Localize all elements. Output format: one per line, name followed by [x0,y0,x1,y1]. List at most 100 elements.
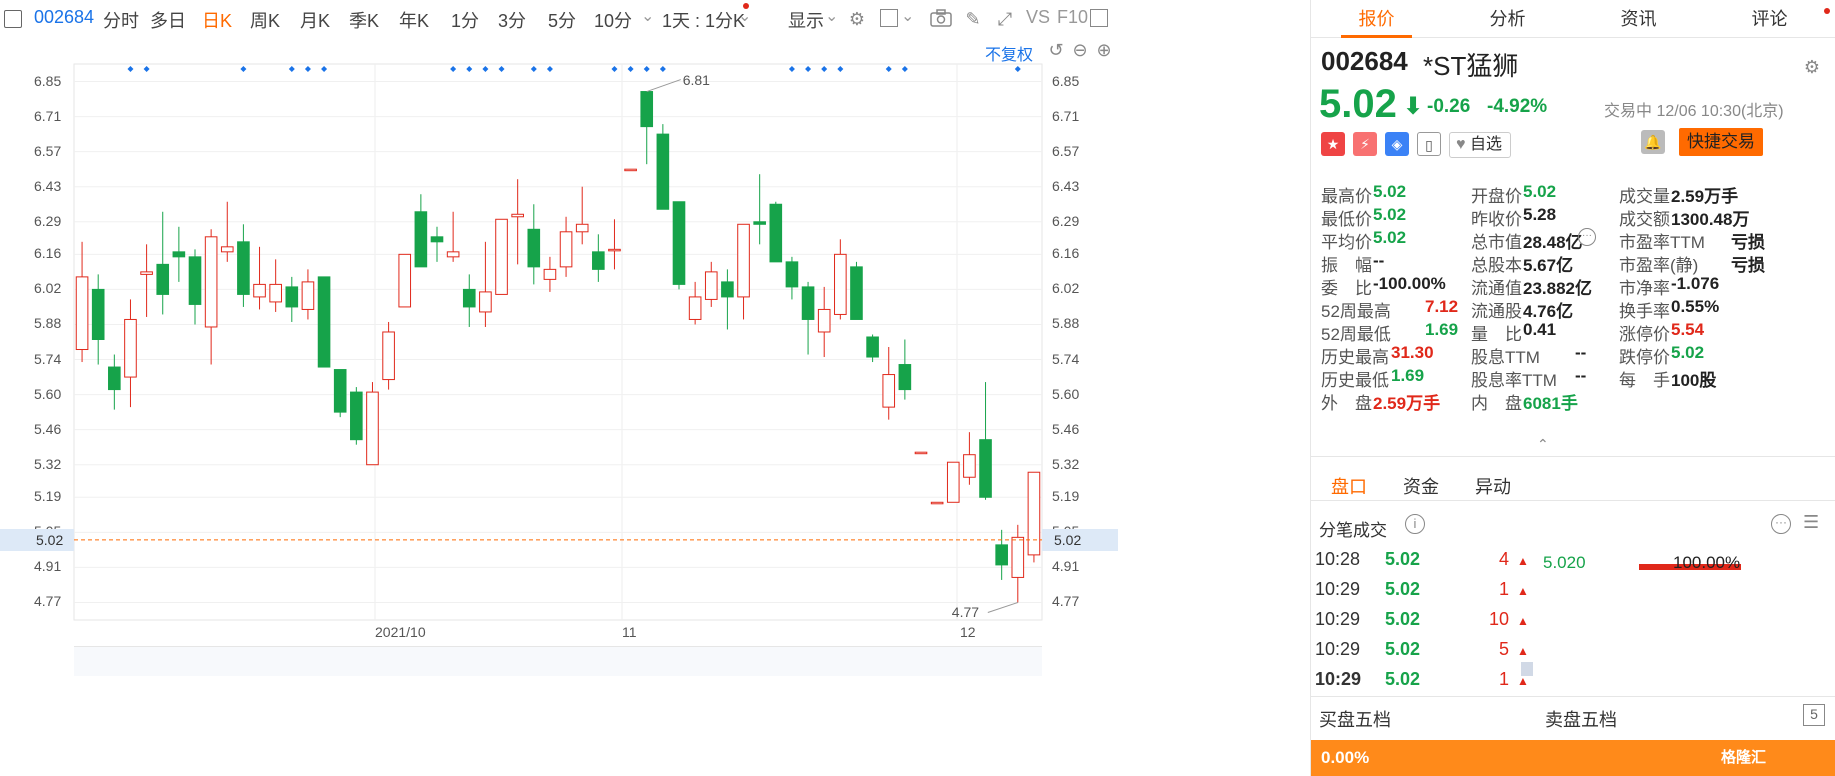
gear-icon[interactable]: ⚙ [1803,57,1821,77]
candle-body [237,241,250,295]
display-menu[interactable]: 显示 [788,11,824,31]
event-marker [1014,66,1021,72]
more-icon[interactable]: ··· [1771,514,1791,534]
list-icon[interactable]: ☰ [1803,512,1820,532]
f10-button[interactable]: F10 [1057,7,1089,27]
y-tick-label: 5.19 [1052,488,1080,505]
gear-icon[interactable]: ⚙ [848,9,866,29]
trade-time: 10:29 [1315,639,1361,659]
quote-label: 最高价 [1321,187,1372,206]
y-tick-label: 4.77 [34,593,62,610]
fast-trade-button[interactable]: 快捷交易 [1679,128,1763,156]
zoom-out-icon[interactable]: ⊖ [1072,40,1088,60]
up-arrow-icon: ▲ [1517,554,1529,568]
trade-row: 10:29 5.02 5 ▲ [1311,635,1835,665]
chevron-down-icon[interactable]: ⌄ [738,8,752,25]
subtab-orderbook[interactable]: 盘口 [1331,477,1367,497]
tag-icon[interactable]: ◈ [1385,132,1409,156]
more-icon[interactable]: ··· [1578,228,1596,246]
divider [1311,500,1835,501]
interval-select[interactable]: 1天 : 1分K [662,11,746,31]
candle-body [656,133,670,210]
quote-value: 28.48亿 [1523,233,1583,252]
candle-body [382,331,395,381]
candle-body [108,366,121,391]
y-tick-label: 6.16 [34,245,62,262]
candle-body [398,253,412,308]
y-tick-label: 6.43 [34,177,62,194]
chevron-down-icon[interactable]: ⌄ [641,8,655,25]
y-tick-label: 5.32 [34,455,62,472]
compare-button[interactable]: VS [1026,7,1051,27]
subtab-capital[interactable]: 资金 [1403,477,1439,497]
panel-toggle-icon[interactable] [4,10,22,28]
period-tab[interactable]: 3分 [498,11,527,31]
candle-body [220,246,234,253]
candle-body [769,203,783,263]
event-marker [530,66,537,72]
bookmark-icon[interactable]: ▯ [1417,132,1441,156]
trade-price: 5.02 [1385,579,1421,599]
tab-news[interactable]: 资讯 [1620,9,1657,29]
candle-body [624,168,637,172]
period-tab[interactable]: 年K [399,11,430,31]
depth-five-icon[interactable]: 5 [1803,704,1825,726]
period-tab[interactable]: 分时 [103,11,139,31]
camera-icon[interactable] [930,8,952,28]
event-marker [450,66,457,72]
depth-ratio-bar: 0.00% 格隆汇 [1311,740,1835,776]
period-tab[interactable]: 月K [300,11,331,31]
chevron-down-icon[interactable]: ⌄ [901,8,915,25]
pencil-icon[interactable]: ✎ [965,9,981,29]
info-icon[interactable]: i [1405,514,1425,534]
zoom-in-icon[interactable]: ⊕ [1096,40,1112,60]
depth-ratio-value: 0.00% [1321,748,1370,767]
candle-body [446,251,460,258]
y-tick-label: 4.77 [1052,593,1080,610]
period-tab[interactable]: 周K [250,11,281,31]
trade-row: 10:29 5.02 1 ▲ [1311,665,1835,695]
min-price-label: 4.77 [951,604,980,621]
candle-body [995,544,1008,566]
watchlist-label: 自选 [1469,136,1502,153]
adjust-type-label[interactable]: 不复权 [985,47,1034,64]
undo-icon[interactable]: ↺ [1048,40,1064,60]
period-tab[interactable]: 多日 [150,11,186,31]
event-marker [837,66,844,72]
candle-body [333,369,347,413]
flash-icon[interactable]: ⚡ [1353,132,1377,156]
china-flag-icon: ★ [1321,132,1345,156]
subtab-changes[interactable]: 异动 [1475,477,1511,497]
candle-body [963,454,976,478]
candle-body [285,286,299,308]
kline-chart-area[interactable]: 不复权 ↺ ⊖ ⊕ 6.85 6.71 6.57 6.43 6.29 6.16 6.02 5.… [0,38,1310,776]
bell-icon[interactable]: 🔔 [1641,130,1665,154]
add-watchlist-button[interactable]: ♥ 自选 [1449,132,1511,158]
candle-body [721,281,734,298]
period-tab[interactable]: 季K [349,11,380,31]
quote-label: 开盘价 [1471,187,1522,206]
fullscreen-icon[interactable]: ⤢ [997,9,1013,29]
period-tab-active[interactable]: 日K [202,11,233,31]
quote-value: 0.55% [1671,297,1720,316]
quote-label: 最低价 [1321,210,1372,229]
quote-value: 亏损 [1731,256,1765,275]
period-tab[interactable]: 10分 [594,11,633,31]
trade-volume: 5 [1498,639,1509,659]
chevron-down-icon[interactable]: ⌄ [825,8,839,25]
candle-body [559,231,573,268]
candle-body [527,228,541,268]
sidebar-icon[interactable] [1090,9,1108,27]
tab-quote[interactable]: 报价 [1311,0,1442,38]
stock-code-selector[interactable]: 002684 [34,7,95,27]
event-marker [466,66,473,72]
chevron-up-icon[interactable]: ⌃ [1537,436,1549,452]
candle-body [898,364,912,391]
period-tab[interactable]: 5分 [548,11,577,31]
tab-analysis[interactable]: 分析 [1489,9,1526,29]
y-tick-label: 5.88 [34,315,62,332]
tab-comments[interactable]: 评论 [1751,9,1788,29]
period-tab[interactable]: 1分 [451,11,480,31]
down-arrow-icon: ⬇ [1403,93,1424,120]
layout-icon[interactable] [880,9,898,27]
